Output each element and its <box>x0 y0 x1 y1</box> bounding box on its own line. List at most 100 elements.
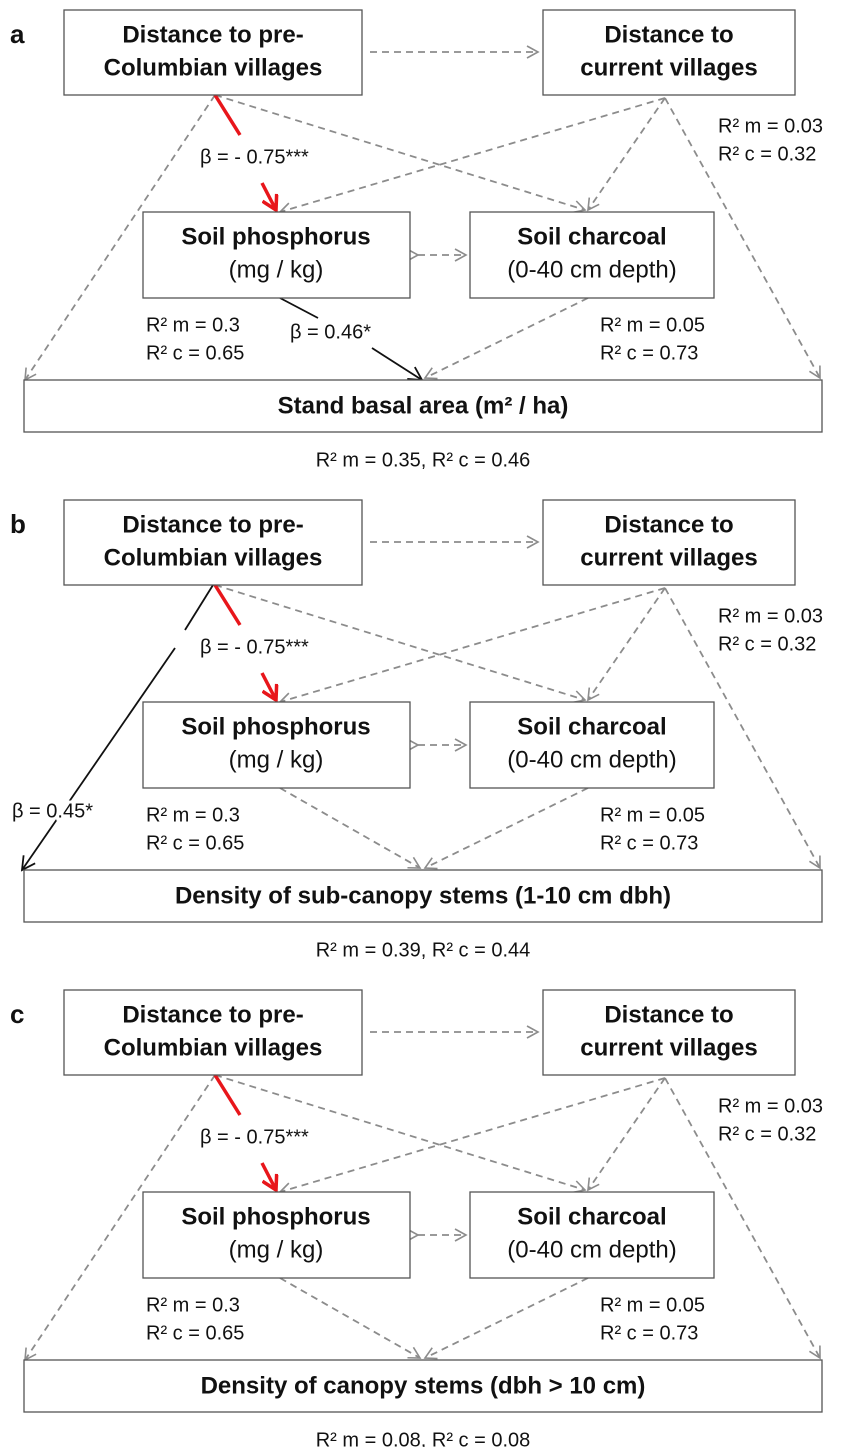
current-text: current villages <box>580 1034 757 1061</box>
panel-label: c <box>10 999 24 1029</box>
phosphorus-text: (mg / kg) <box>229 256 324 283</box>
r2-label: R² c = 0.32 <box>718 633 816 655</box>
current-text: current villages <box>580 54 757 81</box>
pre_columbian-text: Distance to pre- <box>122 511 303 538</box>
charcoal-text: (0-40 cm depth) <box>507 746 676 773</box>
pre_columbian-text: Columbian villages <box>104 544 323 571</box>
dashed-arrow <box>587 587 666 702</box>
phosphorus-text: Soil phosphorus <box>181 223 370 250</box>
dashed-arrow <box>423 787 589 870</box>
dashed-arrow <box>423 1277 589 1360</box>
node-box <box>542 9 796 96</box>
current-text: Distance to <box>604 1001 733 1028</box>
r2-label: R² c = 0.73 <box>600 342 698 364</box>
dashed-arrow <box>24 94 216 382</box>
current-text: Distance to <box>604 511 733 538</box>
dashed-arrow <box>214 94 587 214</box>
r2-label: R² m = 0.3 <box>146 1294 240 1316</box>
panel: c Distance to pre- Columbian villages Dista… <box>10 989 823 1447</box>
significant-path <box>260 672 276 700</box>
response-text: Stand basal area (m² / ha) <box>278 392 569 419</box>
node-box <box>63 499 363 586</box>
significant-path <box>184 584 214 631</box>
r2-label: R² c = 0.65 <box>146 1322 244 1344</box>
current-text: current villages <box>580 544 757 571</box>
node-box <box>63 989 363 1076</box>
r2-label: R² m = 0.3 <box>146 804 240 826</box>
effect-label: β = - 0.75*** <box>200 1126 309 1148</box>
charcoal-text: Soil charcoal <box>517 1203 666 1230</box>
r2-label: R² c = 0.73 <box>600 1322 698 1344</box>
effect-label: β = 0.45* <box>12 800 93 822</box>
pre_columbian-text: Columbian villages <box>104 1034 323 1061</box>
pre_columbian-text: Columbian villages <box>104 54 323 81</box>
pre_columbian-text: Distance to pre- <box>122 1001 303 1028</box>
r2-label: R² c = 0.73 <box>600 832 698 854</box>
node-box <box>63 9 363 96</box>
r2-label: R² c = 0.65 <box>146 342 244 364</box>
charcoal-text: (0-40 cm depth) <box>507 1236 676 1263</box>
charcoal-text: Soil charcoal <box>517 713 666 740</box>
effect-label: β = 0.46* <box>290 321 371 343</box>
significant-path <box>213 584 242 626</box>
dashed-arrow <box>214 1074 587 1194</box>
charcoal-text: (0-40 cm depth) <box>507 256 676 283</box>
r2-label: R² m = 0.05 <box>600 804 705 826</box>
dashed-arrow <box>664 97 821 380</box>
significant-path <box>213 1074 242 1116</box>
effect-label: β = - 0.75*** <box>200 146 309 168</box>
panel-label: a <box>10 19 25 49</box>
dashed-arrow <box>664 587 821 870</box>
r2-label: R² m = 0.03 <box>718 605 823 627</box>
node-box <box>469 1191 715 1279</box>
node-box <box>142 701 411 789</box>
panel: b Distance to pre- Columbian villages Dista… <box>9 499 823 961</box>
r2-label: R² m = 0.35, R² c = 0.46 <box>316 449 531 471</box>
node-box <box>142 1191 411 1279</box>
dashed-arrow <box>664 1077 821 1360</box>
response-text: Density of canopy stems (dbh > 10 cm) <box>201 1372 646 1399</box>
response-text: Density of sub-canopy stems (1-10 cm dbh… <box>175 882 671 909</box>
node-box <box>23 379 823 433</box>
node-box <box>23 869 823 923</box>
phosphorus-text: (mg / kg) <box>229 746 324 773</box>
r2-label: R² m = 0.08, R² c = 0.08 <box>316 1429 531 1447</box>
phosphorus-text: Soil phosphorus <box>181 713 370 740</box>
node-box <box>542 989 796 1076</box>
dashed-arrow <box>279 1277 422 1359</box>
r2-label: R² c = 0.32 <box>718 143 816 165</box>
dashed-arrow <box>279 787 422 869</box>
r2-label: R² m = 0.03 <box>718 115 823 137</box>
current-text: Distance to <box>604 21 733 48</box>
dashed-arrow <box>587 1077 666 1192</box>
r2-label: R² c = 0.65 <box>146 832 244 854</box>
effect-label: β = - 0.75*** <box>200 636 309 658</box>
node-box <box>542 499 796 586</box>
node-box <box>469 211 715 299</box>
panel: a Distance to pre- Columbian villages Dista… <box>10 9 823 471</box>
charcoal-text: Soil charcoal <box>517 223 666 250</box>
r2-label: R² m = 0.03 <box>718 1095 823 1117</box>
dashed-arrow <box>423 297 589 380</box>
dashed-arrow <box>24 1074 216 1362</box>
node-box <box>23 1359 823 1413</box>
r2-label: R² m = 0.05 <box>600 1294 705 1316</box>
significant-path <box>279 297 319 319</box>
dashed-arrow <box>278 1077 666 1196</box>
node-box <box>142 211 411 299</box>
dashed-arrow <box>587 97 666 212</box>
dashed-arrow <box>214 584 587 704</box>
significant-path <box>20 647 176 872</box>
dashed-arrow <box>278 97 666 216</box>
dashed-arrow <box>278 587 666 706</box>
significant-path <box>260 182 276 210</box>
pre_columbian-text: Distance to pre- <box>122 21 303 48</box>
r2-label: R² m = 0.39, R² c = 0.44 <box>316 939 531 961</box>
phosphorus-text: Soil phosphorus <box>181 1203 370 1230</box>
significant-path <box>213 94 242 136</box>
significant-path <box>260 1162 276 1190</box>
node-box <box>469 701 715 789</box>
panel-label: b <box>10 509 26 539</box>
r2-label: R² c = 0.32 <box>718 1123 816 1145</box>
